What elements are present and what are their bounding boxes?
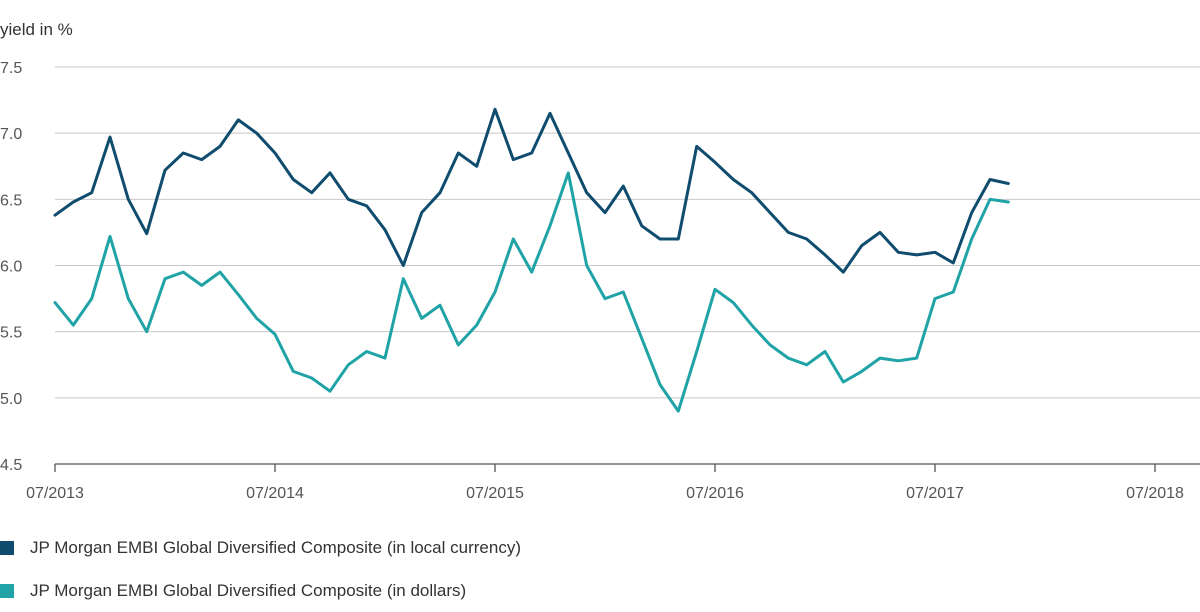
x-tick-label: 07/2014 (246, 485, 304, 502)
x-tick-label: 07/2015 (466, 485, 524, 502)
x-tick-label: 07/2013 (26, 485, 84, 502)
legend-item-dollars: JP Morgan EMBI Global Diversified Compos… (0, 580, 1200, 604)
x-tick-label: 07/2018 (1126, 485, 1184, 502)
legend-label-dollars: JP Morgan EMBI Global Diversified Compos… (30, 581, 467, 600)
y-tick-label: 5.5 (0, 325, 22, 342)
series-lines (53, 107, 1010, 413)
y-tick-label: 7.5 (0, 60, 22, 77)
y-tick-labels: 7.5 7.0 6.5 6.0 5.5 5.0 4.5 (0, 60, 22, 474)
y-tick-label: 7.0 (0, 126, 22, 143)
y-tick-label: 6.5 (0, 192, 22, 209)
y-tick-label: 5.0 (0, 391, 22, 408)
grid-lines (55, 66, 1200, 465)
legend-item-local-currency: JP Morgan EMBI Global Diversified Compos… (0, 537, 1200, 561)
series-line-1 (53, 171, 1010, 413)
series-line-0 (53, 107, 1010, 274)
x-tick-labels: 07/2013 07/2014 07/2015 07/2016 07/2017 07/20… (26, 464, 1184, 502)
x-tick-label: 07/2017 (906, 485, 964, 502)
legend-swatch-dollars (0, 584, 14, 598)
x-tick-label: 07/2016 (686, 485, 744, 502)
legend-label-local-currency: JP Morgan EMBI Global Diversified Compos… (30, 538, 521, 557)
legend-swatch-local-currency (0, 541, 14, 555)
y-axis-label: yield in % (0, 20, 73, 39)
y-tick-label: 6.0 (0, 259, 22, 276)
y-tick-label: 4.5 (0, 457, 22, 474)
